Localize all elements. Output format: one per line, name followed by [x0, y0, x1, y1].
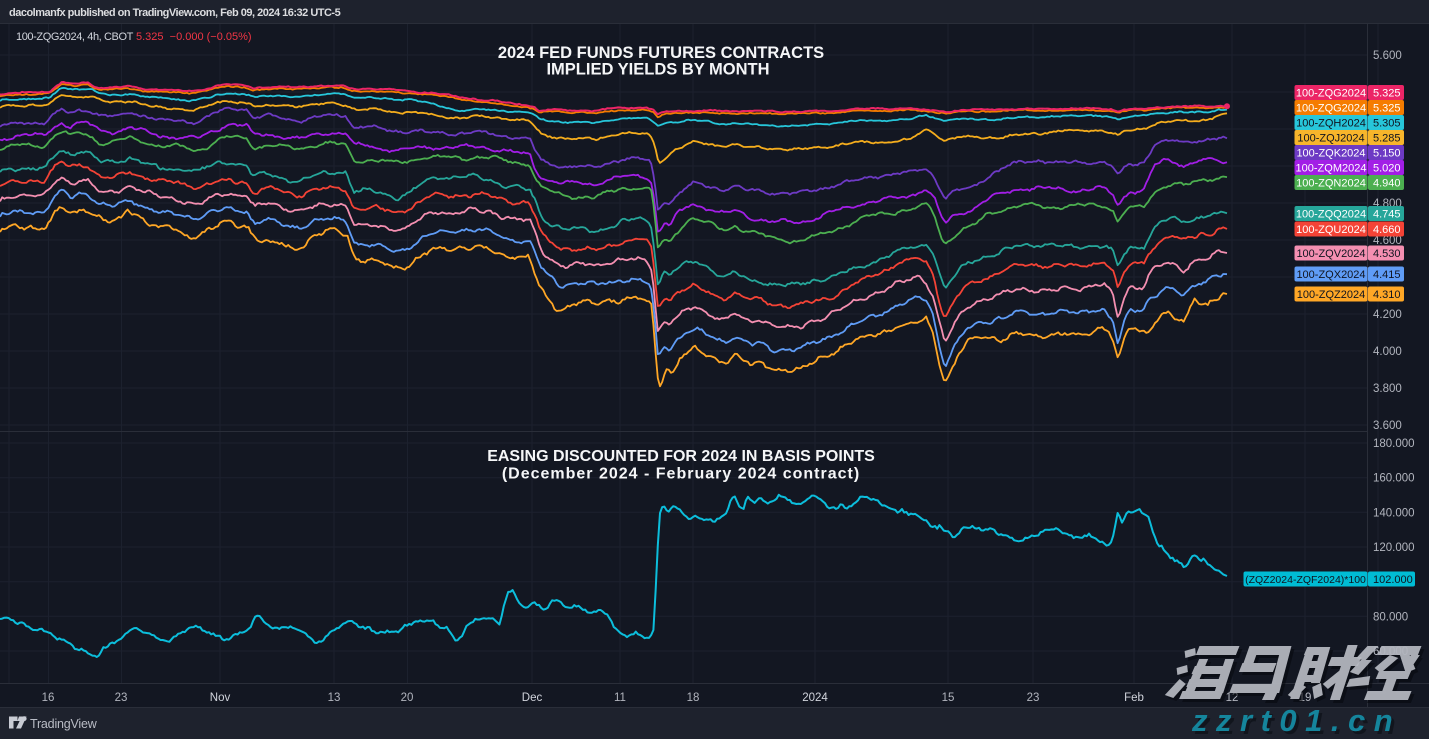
svg-text:4.745: 4.745 — [1373, 208, 1401, 220]
svg-text:5.325: 5.325 — [1373, 102, 1401, 114]
svg-text:15: 15 — [942, 692, 955, 704]
svg-text:2024: 2024 — [802, 692, 828, 704]
svg-text:zzrt01.cn: zzrt01.cn — [1191, 703, 1401, 738]
svg-text:5.600: 5.600 — [1373, 50, 1402, 62]
svg-text:13: 13 — [328, 692, 341, 704]
svg-text:100-ZQZ2024: 100-ZQZ2024 — [1297, 289, 1365, 301]
svg-text:100-ZQJ2024: 100-ZQJ2024 — [1297, 132, 1364, 144]
svg-text:100-ZQG2024: 100-ZQG2024 — [1296, 87, 1366, 99]
svg-text:140.000: 140.000 — [1373, 507, 1415, 519]
svg-text:11: 11 — [614, 692, 626, 704]
svg-text:zzrt01.cn: zzrt01.cn — [1194, 706, 1404, 739]
svg-text:3.800: 3.800 — [1373, 383, 1402, 395]
svg-text:100-ZQU2024: 100-ZQU2024 — [1296, 224, 1366, 236]
svg-text:TradingView: TradingView — [30, 717, 98, 731]
svg-text:4.000: 4.000 — [1373, 346, 1402, 358]
svg-text:4.940: 4.940 — [1373, 177, 1401, 189]
svg-text:4.200: 4.200 — [1373, 309, 1402, 321]
svg-text:100-ZQH2024: 100-ZQH2024 — [1296, 117, 1366, 129]
svg-text:dacolmanfx published on Tradin: dacolmanfx published on TradingView.com,… — [9, 7, 341, 19]
svg-text:4.415: 4.415 — [1373, 269, 1401, 281]
svg-text:5.285: 5.285 — [1373, 132, 1401, 144]
svg-text:160.000: 160.000 — [1373, 473, 1415, 485]
svg-text:EASING DISCOUNTED FOR 2024 IN: EASING DISCOUNTED FOR 2024 IN BASIS POIN… — [487, 448, 875, 465]
svg-text:100-ZQK2024: 100-ZQK2024 — [1296, 147, 1365, 159]
svg-text:2024 FED FUNDS FUTURES CONTRAC: 2024 FED FUNDS FUTURES CONTRACTS — [498, 44, 824, 62]
svg-text:3.600: 3.600 — [1373, 420, 1402, 432]
svg-text:18: 18 — [687, 692, 700, 704]
svg-text:100-ZQG2024, 4h, CBOT: 100-ZQG2024, 4h, CBOT — [16, 31, 134, 43]
svg-text:Nov: Nov — [210, 692, 231, 704]
svg-text:100-ZQX2024: 100-ZQX2024 — [1296, 269, 1365, 281]
svg-text:100-ZQQ2024: 100-ZQQ2024 — [1296, 208, 1366, 220]
svg-text:23: 23 — [115, 692, 128, 704]
svg-text:100-ZQV2024: 100-ZQV2024 — [1296, 248, 1365, 260]
svg-text:5.150: 5.150 — [1373, 147, 1401, 159]
svg-text:5.020: 5.020 — [1373, 162, 1401, 174]
svg-text:120.000: 120.000 — [1373, 542, 1415, 554]
svg-text:Dec: Dec — [522, 692, 543, 704]
svg-text:102.000: 102.000 — [1373, 574, 1413, 586]
svg-text:5.325: 5.325 — [1373, 87, 1401, 99]
svg-text:(December 2024 - February 2024: (December 2024 - February 2024 contract) — [502, 466, 860, 483]
svg-text:100-ZQM2024: 100-ZQM2024 — [1296, 162, 1367, 174]
svg-text:100-ZQN2024: 100-ZQN2024 — [1296, 177, 1366, 189]
svg-text:5.305: 5.305 — [1373, 117, 1401, 129]
svg-text:23: 23 — [1027, 692, 1040, 704]
svg-text:80.000: 80.000 — [1373, 611, 1408, 623]
svg-text:20: 20 — [401, 692, 414, 704]
svg-text:100-ZQG2024: 100-ZQG2024 — [1296, 102, 1366, 114]
svg-text:16: 16 — [42, 692, 55, 704]
svg-text:4.310: 4.310 — [1373, 289, 1401, 301]
svg-text:4.600: 4.600 — [1373, 235, 1402, 247]
svg-text:60.000: 60.000 — [1373, 646, 1408, 658]
svg-text:(ZQZ2024-ZQF2024)*100: (ZQZ2024-ZQF2024)*100 — [1245, 574, 1366, 586]
svg-text:4.530: 4.530 — [1373, 248, 1401, 260]
svg-text:Feb: Feb — [1124, 692, 1144, 704]
svg-text:IMPLIED YIELDS BY MONTH: IMPLIED YIELDS BY MONTH — [546, 61, 769, 79]
svg-text:5.325 −0.000 (−0.05%): 5.325 −0.000 (−0.05%) — [136, 31, 252, 43]
svg-text:180.000: 180.000 — [1373, 438, 1415, 450]
svg-text:4.660: 4.660 — [1373, 224, 1401, 236]
